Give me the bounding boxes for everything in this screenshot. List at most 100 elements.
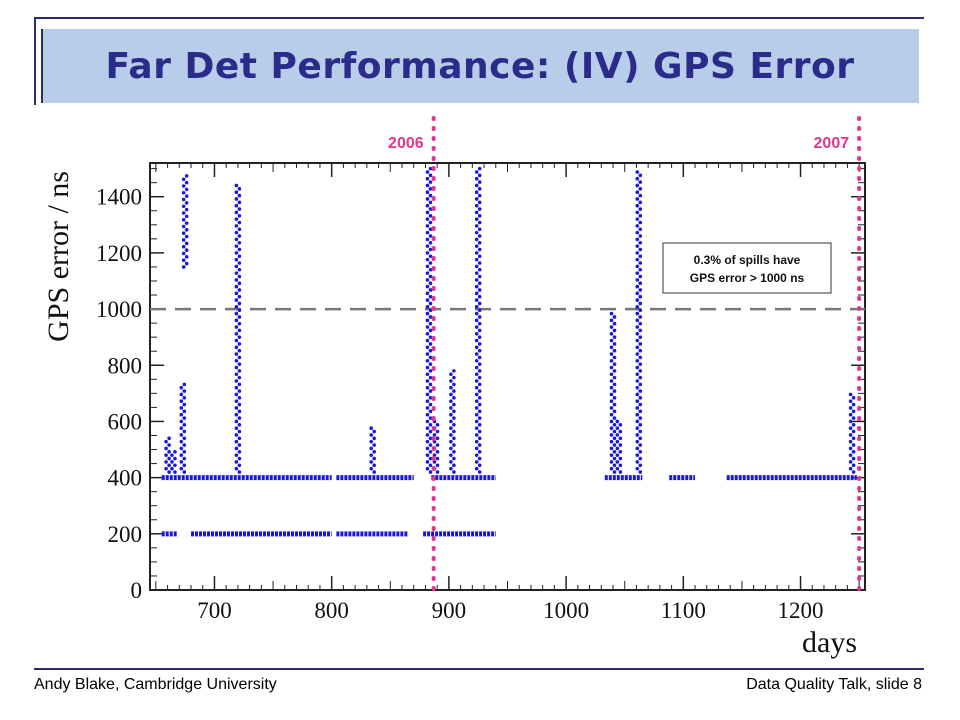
data-point — [635, 190, 640, 195]
data-point — [612, 456, 617, 461]
data-point — [237, 308, 242, 313]
data-point — [635, 338, 640, 343]
data-point — [635, 264, 640, 269]
data-point — [164, 439, 168, 444]
data-point — [425, 406, 430, 410]
data-point — [851, 402, 856, 407]
data-point — [477, 308, 482, 313]
data-point — [449, 460, 453, 464]
data-point — [635, 244, 640, 248]
data-point — [425, 278, 430, 282]
data-point — [425, 352, 430, 356]
data-point — [234, 372, 239, 377]
data-point — [184, 201, 189, 205]
data-point — [425, 190, 430, 195]
data-point — [181, 190, 186, 195]
data-point — [848, 426, 853, 430]
data-point — [612, 362, 617, 366]
data-point — [477, 193, 482, 198]
data-point — [477, 456, 482, 461]
data-point — [167, 470, 171, 474]
data-point — [477, 274, 482, 279]
data-point — [428, 187, 433, 191]
data-point — [638, 463, 643, 468]
data-point — [851, 443, 856, 447]
data-point — [474, 345, 479, 350]
data-point — [237, 355, 242, 360]
data-point — [477, 348, 482, 353]
data-point — [182, 409, 187, 414]
data-point — [474, 190, 479, 195]
data-point — [638, 443, 643, 447]
data-point — [638, 254, 643, 259]
data-point — [181, 184, 186, 188]
data-point — [638, 429, 643, 434]
data-point — [635, 230, 640, 235]
data-point — [638, 342, 643, 346]
data-point — [234, 210, 239, 215]
data-point — [234, 385, 239, 390]
data-point — [635, 433, 640, 437]
data-point — [449, 439, 453, 444]
data-point — [234, 419, 239, 424]
data-point — [638, 369, 643, 373]
data-point — [638, 348, 643, 353]
data-point — [428, 463, 433, 468]
data-point — [234, 217, 239, 221]
data-point — [237, 423, 242, 427]
data-point — [612, 328, 617, 333]
data-point — [179, 385, 184, 390]
data-point — [234, 446, 239, 451]
data-point — [170, 453, 174, 457]
data-point — [848, 433, 853, 437]
data-point — [184, 234, 189, 239]
data-point — [179, 446, 184, 451]
data-point — [182, 463, 187, 468]
data-point — [428, 335, 433, 339]
data-point — [425, 217, 430, 221]
data-point — [612, 463, 617, 468]
data-point — [452, 382, 456, 387]
data-point — [609, 439, 614, 444]
data-point — [179, 460, 184, 464]
data-point — [477, 214, 482, 218]
data-point — [425, 183, 430, 188]
data-point — [182, 449, 187, 454]
data-point — [477, 355, 482, 360]
data-point — [425, 203, 430, 208]
data-point — [474, 406, 479, 410]
data-point — [609, 352, 614, 356]
data-point — [638, 402, 643, 407]
data-point — [615, 446, 620, 451]
data-point — [474, 264, 479, 269]
data-point — [638, 470, 643, 474]
data-point — [474, 305, 479, 309]
data-point — [428, 456, 433, 461]
data-point — [167, 463, 171, 468]
data-point — [474, 311, 479, 316]
data-point — [428, 321, 433, 326]
data-point — [638, 335, 643, 339]
data-point — [428, 234, 433, 238]
data-point — [425, 419, 430, 424]
data-point — [428, 375, 433, 380]
data-point — [369, 426, 374, 430]
data-point — [477, 166, 482, 171]
data-point — [609, 318, 614, 323]
data-point — [428, 348, 433, 353]
data-point — [435, 429, 440, 434]
data-point — [612, 342, 617, 346]
data-point — [477, 375, 482, 380]
data-point — [435, 449, 440, 454]
data-point — [425, 372, 430, 377]
data-point — [474, 176, 479, 181]
data-point — [234, 365, 239, 370]
y-tick-label: 400 — [108, 466, 143, 491]
data-point — [234, 284, 239, 289]
data-point — [428, 274, 433, 279]
data-point — [234, 453, 239, 457]
data-point — [474, 332, 479, 336]
data-point — [237, 227, 242, 232]
data-point — [638, 247, 643, 252]
data-point — [428, 315, 433, 319]
